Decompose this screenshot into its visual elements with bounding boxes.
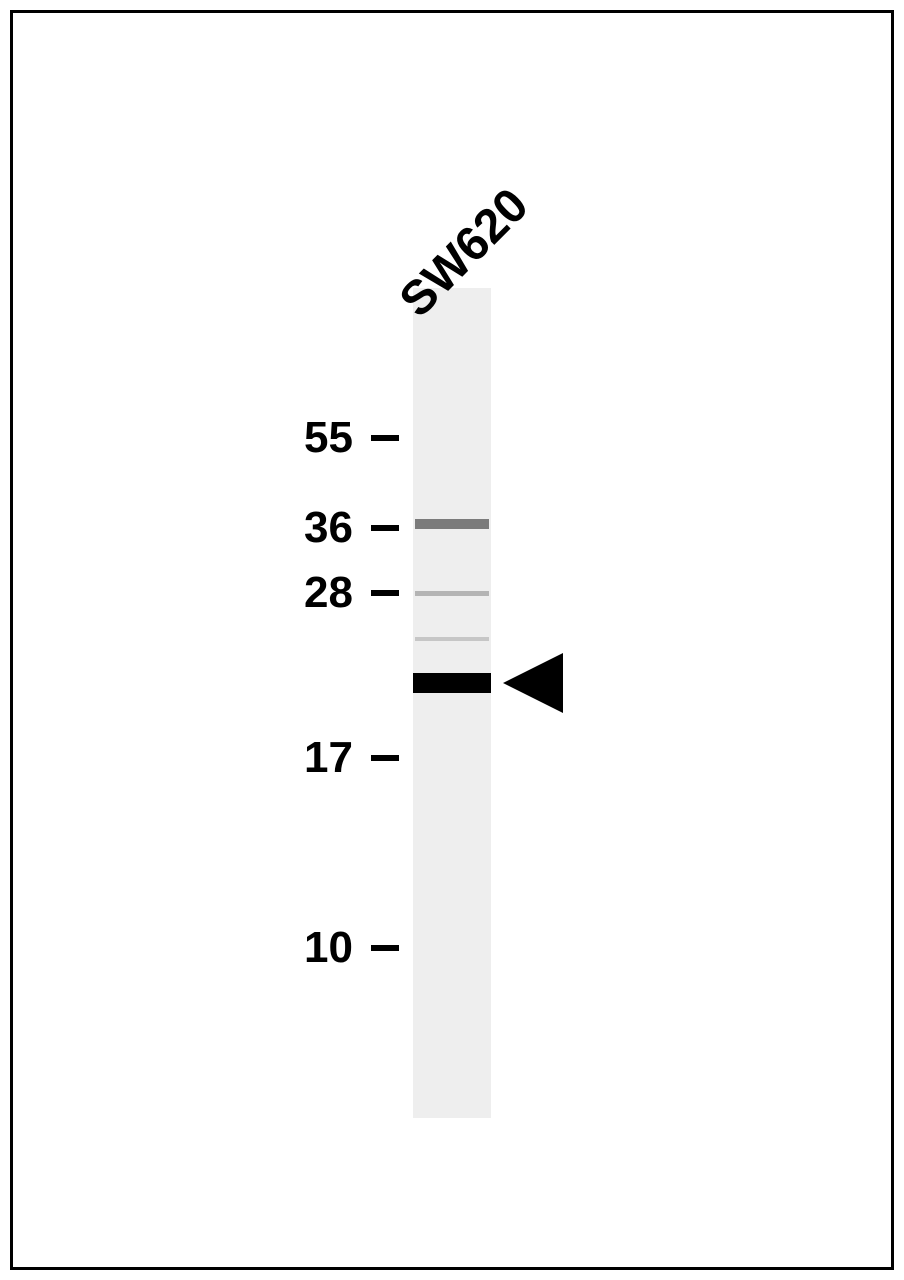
band-0	[415, 519, 489, 529]
marker-label-55: 55	[293, 413, 353, 463]
marker-tick-17	[371, 755, 399, 761]
marker-tick-10	[371, 945, 399, 951]
marker-tick-36	[371, 525, 399, 531]
marker-label-17: 17	[293, 733, 353, 783]
western-blot: SW620 5536281710	[13, 13, 891, 1267]
target-band-arrow	[503, 653, 563, 713]
marker-label-36: 36	[293, 503, 353, 553]
band-1	[415, 591, 489, 596]
marker-tick-28	[371, 590, 399, 596]
marker-tick-55	[371, 435, 399, 441]
marker-label-28: 28	[293, 568, 353, 618]
band-3	[413, 673, 491, 693]
marker-label-10: 10	[293, 923, 353, 973]
blot-frame: SW620 5536281710	[10, 10, 894, 1270]
band-2	[415, 637, 489, 641]
lane-strip	[413, 288, 491, 1118]
